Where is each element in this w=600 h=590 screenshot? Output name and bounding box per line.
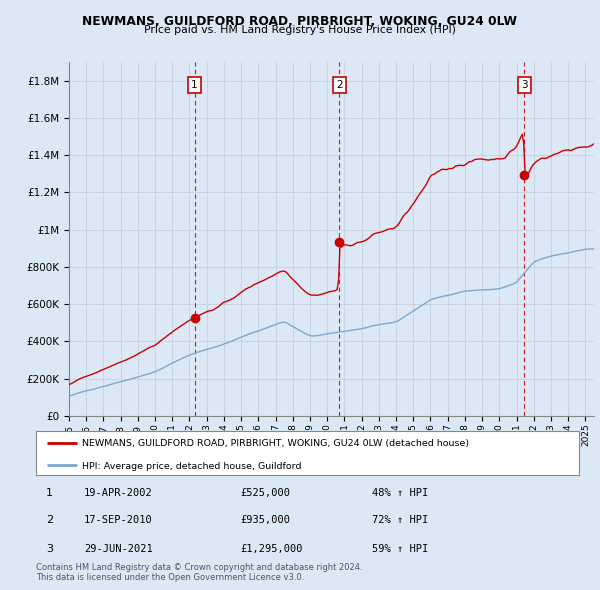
Text: 29-JUN-2021: 29-JUN-2021: [84, 544, 153, 553]
Text: This data is licensed under the Open Government Licence v3.0.: This data is licensed under the Open Gov…: [36, 573, 304, 582]
Text: £525,000: £525,000: [240, 488, 290, 497]
Text: Contains HM Land Registry data © Crown copyright and database right 2024.: Contains HM Land Registry data © Crown c…: [36, 563, 362, 572]
Text: 2: 2: [336, 80, 343, 90]
Text: 48% ↑ HPI: 48% ↑ HPI: [372, 488, 428, 497]
Text: 3: 3: [46, 544, 53, 553]
Text: 72% ↑ HPI: 72% ↑ HPI: [372, 516, 428, 525]
Text: 59% ↑ HPI: 59% ↑ HPI: [372, 544, 428, 553]
Text: 1: 1: [46, 488, 53, 497]
Text: 17-SEP-2010: 17-SEP-2010: [84, 516, 153, 525]
Text: 19-APR-2002: 19-APR-2002: [84, 488, 153, 497]
Text: £1,295,000: £1,295,000: [240, 544, 302, 553]
Text: £935,000: £935,000: [240, 516, 290, 525]
Text: 3: 3: [521, 80, 528, 90]
Text: NEWMANS, GUILDFORD ROAD, PIRBRIGHT, WOKING, GU24 0LW (detached house): NEWMANS, GUILDFORD ROAD, PIRBRIGHT, WOKI…: [82, 440, 469, 448]
Text: HPI: Average price, detached house, Guildford: HPI: Average price, detached house, Guil…: [82, 461, 302, 471]
Text: Price paid vs. HM Land Registry's House Price Index (HPI): Price paid vs. HM Land Registry's House …: [144, 25, 456, 35]
Text: NEWMANS, GUILDFORD ROAD, PIRBRIGHT, WOKING, GU24 0LW: NEWMANS, GUILDFORD ROAD, PIRBRIGHT, WOKI…: [83, 15, 517, 28]
Text: 2: 2: [46, 516, 53, 525]
Text: 1: 1: [191, 80, 198, 90]
